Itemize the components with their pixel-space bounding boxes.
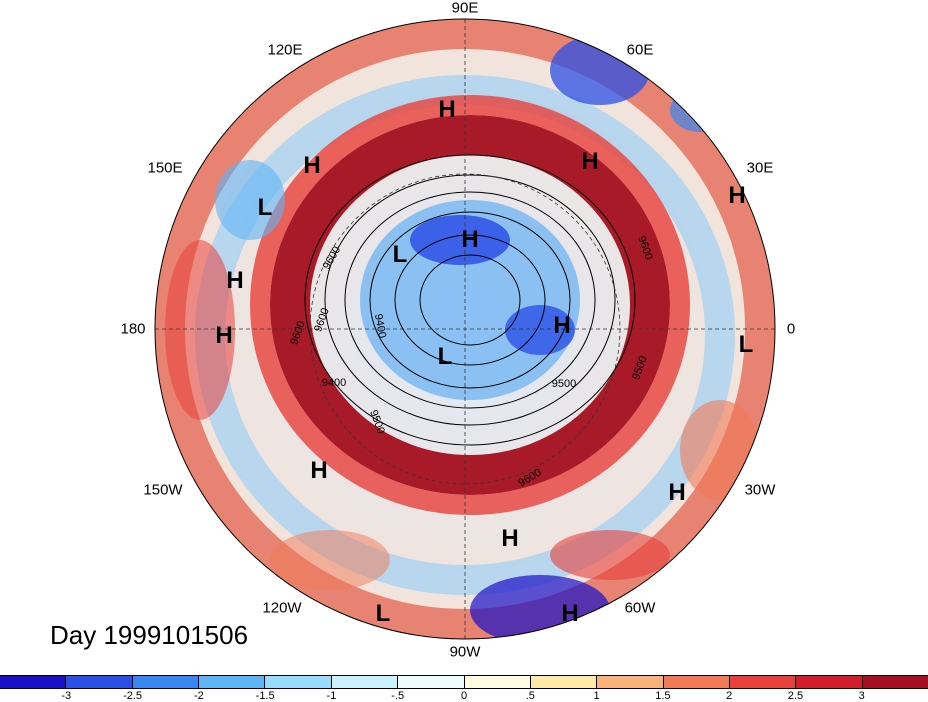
high-pressure-marker: H xyxy=(553,312,571,339)
lon-label-150e: 150E xyxy=(147,159,183,177)
colorbar-box xyxy=(597,676,664,688)
high-pressure-marker: H xyxy=(728,182,746,209)
lon-label-150w: 150W xyxy=(143,481,183,499)
colorbar-tick-label: 3 xyxy=(858,690,865,702)
colorbar-tick-label: 2.5 xyxy=(787,690,804,702)
colorbar-box xyxy=(0,676,67,688)
lon-label-120w: 120W xyxy=(262,599,302,617)
colorbar-tick-label: -1 xyxy=(326,690,337,702)
colorbar-box xyxy=(729,676,797,688)
high-pressure-marker: H xyxy=(561,600,579,627)
contour-label: 9400 xyxy=(321,377,347,389)
lon-label-90e: 90E xyxy=(451,0,479,17)
colorbar-box xyxy=(862,676,928,688)
high-pressure-marker: H xyxy=(303,152,321,179)
colorbar-box xyxy=(464,676,531,688)
high-pressure-marker: H xyxy=(581,148,599,175)
anomaly-field xyxy=(155,19,775,639)
lon-label-60e: 60E xyxy=(626,41,654,59)
colorbar-box xyxy=(663,676,730,688)
colorbar-tick-label: -1.5 xyxy=(255,690,275,702)
colorbar-box xyxy=(265,676,332,688)
lon-label-30e: 30E xyxy=(746,159,774,177)
colorbar-tick-label: -3 xyxy=(61,690,72,702)
high-pressure-marker: H xyxy=(668,479,686,506)
contour-label: 9500 xyxy=(551,378,577,390)
colorbar-tick-label: -2 xyxy=(193,690,204,702)
colorbar xyxy=(0,675,928,689)
colorbar-box xyxy=(398,676,465,688)
colorbar-tick-label: -.5 xyxy=(391,690,405,702)
low-pressure-marker: L xyxy=(738,331,754,358)
colorbar-box xyxy=(66,676,133,688)
colorbar-box xyxy=(796,676,863,688)
colorbar-tick-label: 0 xyxy=(460,690,468,702)
high-pressure-marker: H xyxy=(310,457,328,484)
lon-label-0: 0 xyxy=(786,320,796,338)
colorbar-box xyxy=(132,676,200,688)
low-pressure-marker: L xyxy=(392,241,408,268)
high-pressure-marker: H xyxy=(226,267,244,294)
colorbar-tick-label: .5 xyxy=(525,690,535,702)
colorbar-tick-label: 2 xyxy=(726,690,733,702)
colorbar-box xyxy=(331,676,399,688)
high-pressure-marker: H xyxy=(215,322,233,349)
colorbar-tick-label: 1.5 xyxy=(655,690,671,702)
high-pressure-marker: H xyxy=(501,525,519,552)
lon-label-90w: 90W xyxy=(449,643,481,661)
colorbar-box xyxy=(530,676,598,688)
high-pressure-marker: H xyxy=(461,226,479,253)
lon-label-30w: 30W xyxy=(744,481,776,499)
lon-label-60w: 60W xyxy=(624,599,656,617)
map-title: Day 1999101506 xyxy=(50,620,249,650)
low-pressure-marker: L xyxy=(375,600,391,627)
lon-label-180: 180 xyxy=(120,320,146,338)
colorbar-tick-label: 1 xyxy=(593,690,600,702)
high-pressure-marker: H xyxy=(438,96,456,123)
colorbar-box xyxy=(199,676,266,688)
colorbar-tick-label: -2.5 xyxy=(123,690,143,702)
low-pressure-marker: L xyxy=(437,343,453,370)
low-pressure-marker: L xyxy=(257,194,273,221)
lon-label-120e: 120E xyxy=(267,41,303,59)
